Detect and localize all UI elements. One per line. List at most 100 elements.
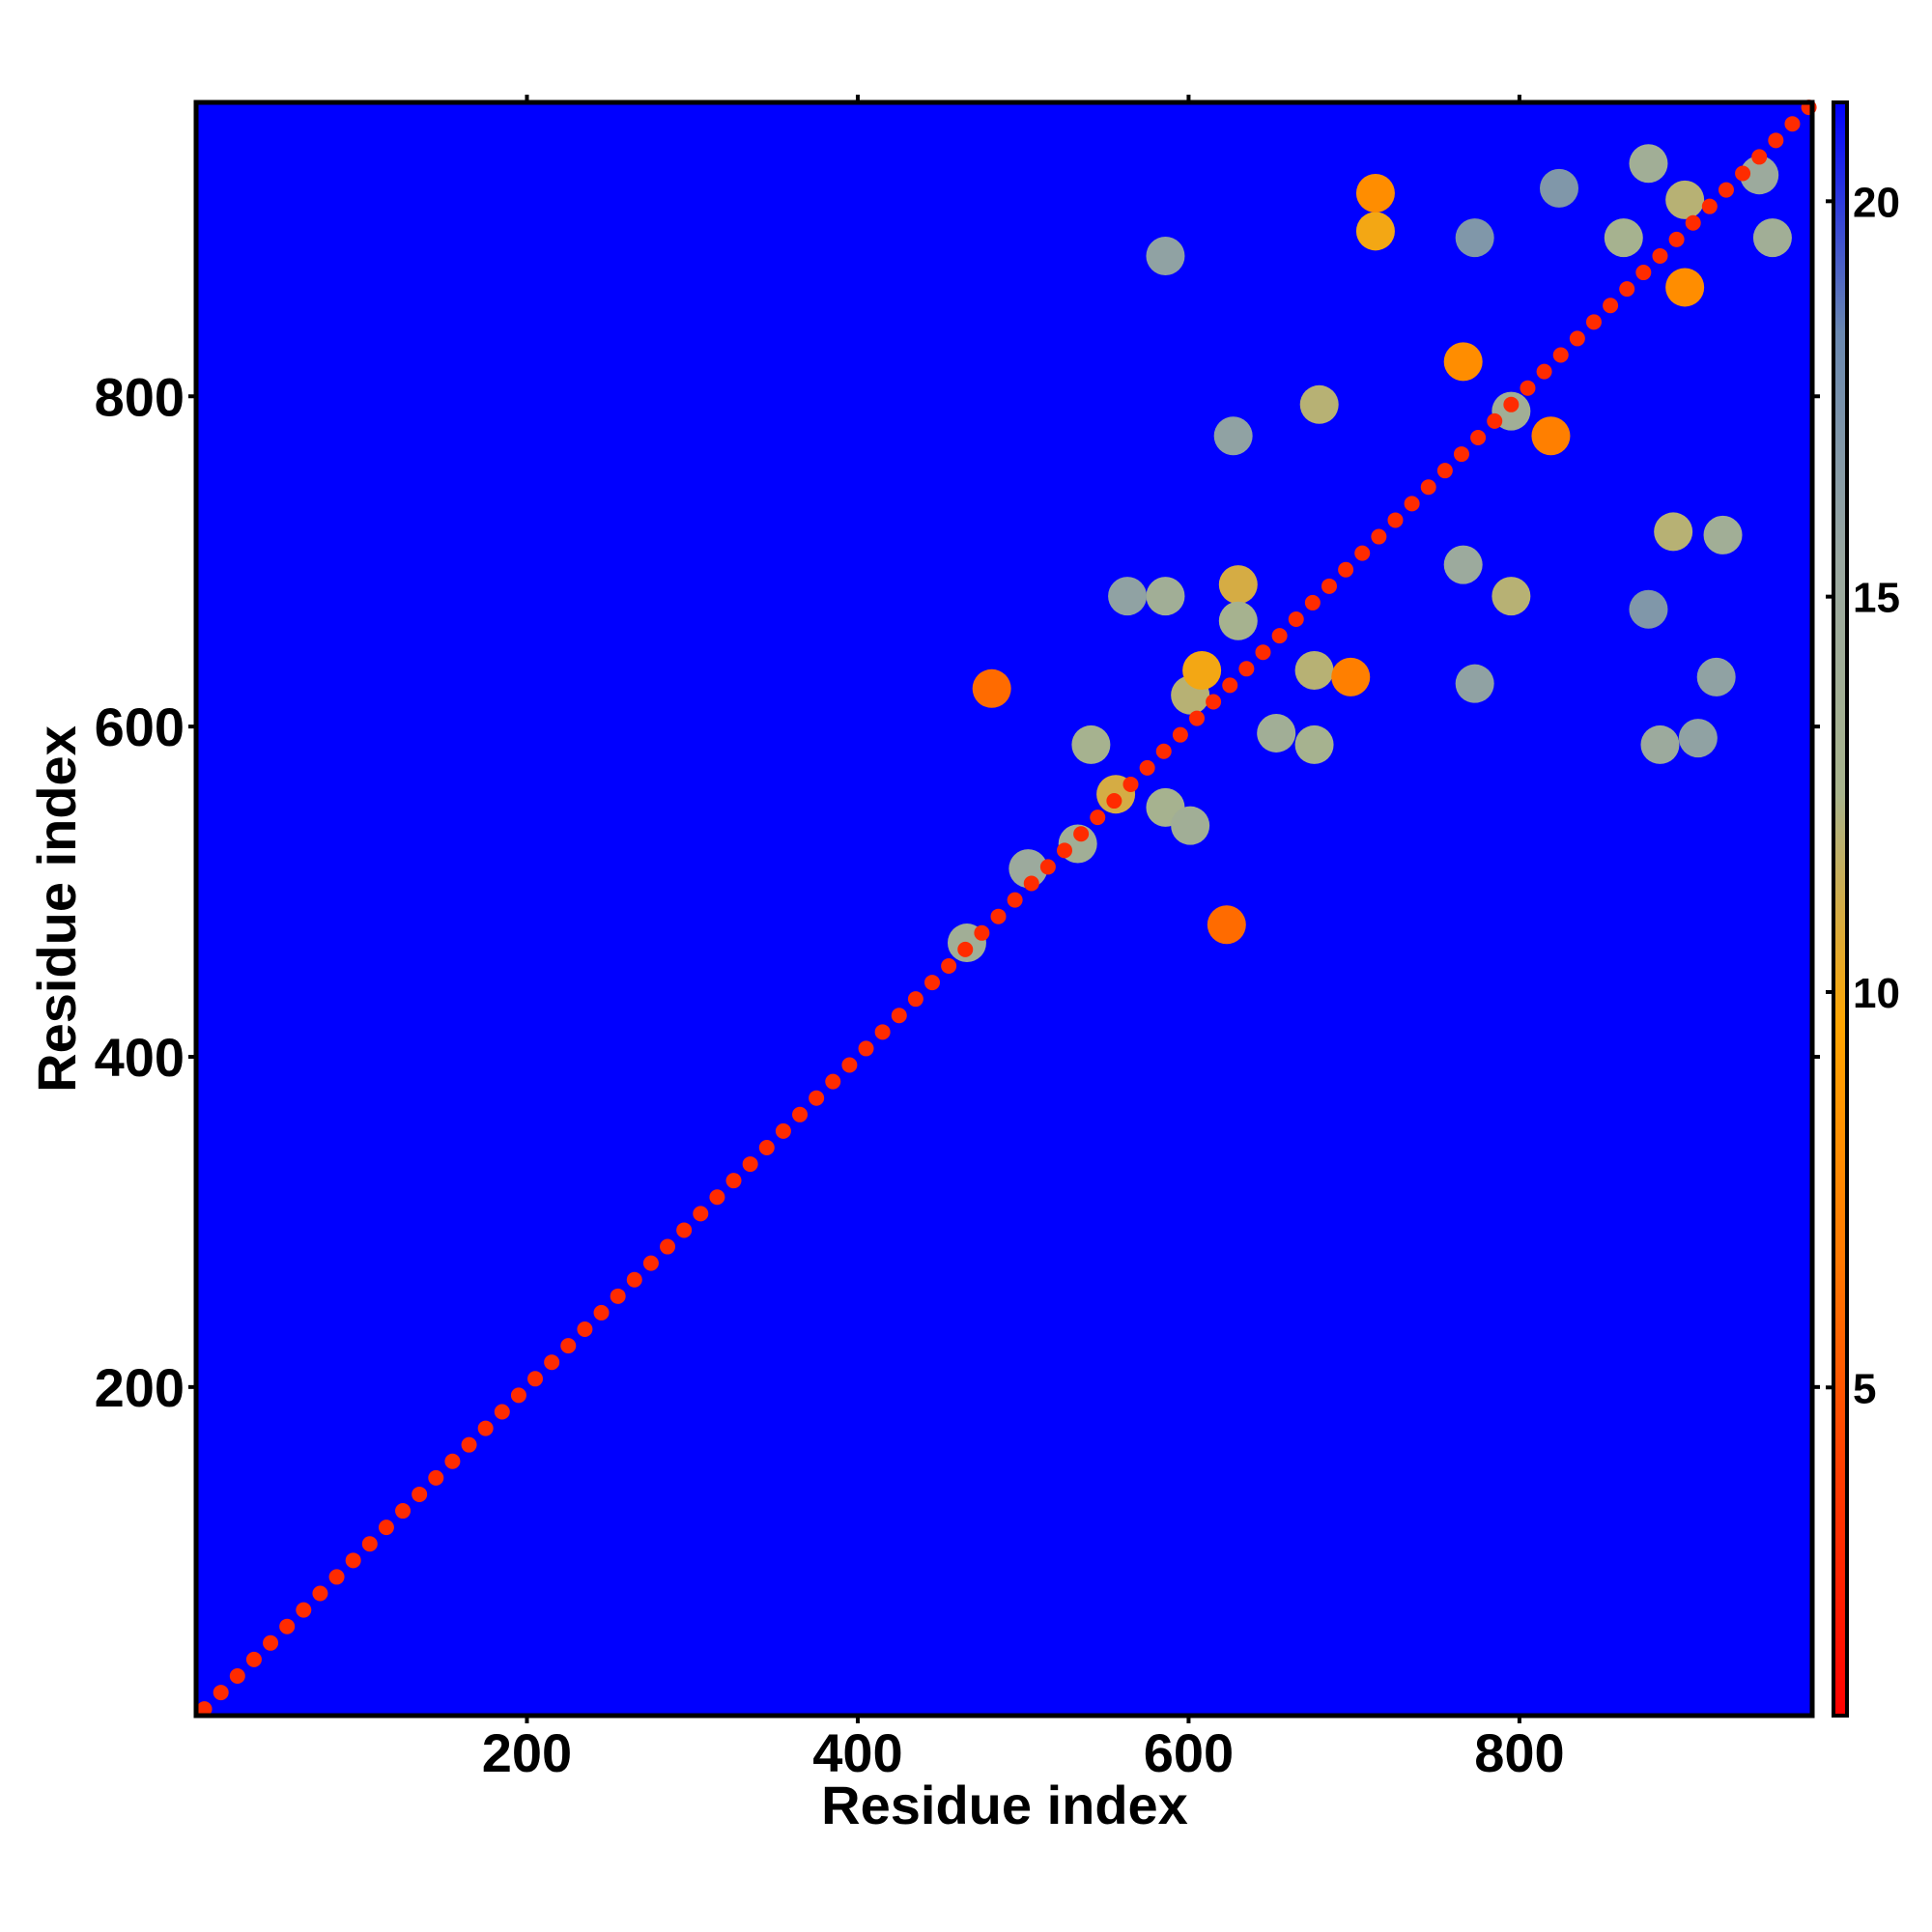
heatmap-cell [461, 1436, 477, 1453]
heatmap-cell [1784, 116, 1801, 132]
heatmap-cell [974, 924, 990, 941]
heatmap-cell [1271, 628, 1288, 644]
heatmap-cell [1222, 677, 1238, 694]
heatmap-cell [1701, 198, 1718, 214]
heatmap-cell [1155, 743, 1172, 759]
heatmap-cell [1668, 231, 1685, 247]
heatmap-cell [1294, 724, 1334, 764]
heatmap-cell [1304, 594, 1321, 611]
y-axis-title: Residue index [26, 725, 87, 1093]
heatmap-cell [345, 1552, 361, 1569]
heatmap-cell [1294, 651, 1334, 691]
heatmap-cell [1678, 719, 1718, 758]
y-tick-label: 200 [95, 1357, 185, 1418]
heatmap-cell [1487, 412, 1503, 429]
heatmap-cell [1355, 212, 1395, 251]
heatmap-cell [825, 1073, 841, 1090]
heatmap-cell [1685, 214, 1701, 231]
heatmap-cell [1207, 905, 1246, 945]
heatmap-cell [1355, 174, 1395, 213]
heatmap-cell [1213, 416, 1253, 456]
heatmap-cell [378, 1520, 394, 1536]
heatmap-cell [775, 1122, 791, 1139]
colorbar-tick-label: 20 [1853, 179, 1900, 226]
heatmap-cell [428, 1469, 444, 1486]
heatmap-cell [1436, 463, 1453, 479]
heatmap-cell [1057, 842, 1073, 859]
x-tick-label: 200 [482, 1722, 572, 1783]
heatmap-cell [1404, 496, 1420, 512]
heatmap-cell [1752, 218, 1792, 258]
heatmap-cell [1139, 759, 1155, 776]
heatmap-cell [510, 1387, 526, 1404]
heatmap-cell [858, 1040, 874, 1057]
heatmap-cell [1146, 577, 1185, 616]
heatmap-cell [444, 1453, 461, 1469]
heatmap-cell [1654, 512, 1693, 552]
heatmap-cell [1552, 347, 1569, 363]
heatmap-cell [792, 1106, 809, 1122]
heatmap-cell [1387, 512, 1404, 528]
y-tick-label: 400 [95, 1027, 185, 1088]
colorbar [1832, 100, 1849, 1718]
heatmap-cell [412, 1486, 428, 1502]
heatmap-cell [1569, 330, 1585, 347]
heatmap-cell [196, 1701, 213, 1718]
heatmap-cell [361, 1536, 378, 1552]
heatmap-cell [1171, 806, 1210, 845]
heatmap-cell [693, 1206, 709, 1222]
heatmap-cell [1585, 314, 1602, 330]
heatmap-cell [1299, 384, 1339, 424]
heatmap-cell [957, 941, 974, 957]
heatmap-cell [676, 1222, 693, 1238]
y-tick-label: 800 [95, 366, 185, 427]
colorbar-tick-label: 10 [1853, 970, 1900, 1017]
heatmap-cell [1751, 149, 1768, 165]
heatmap-cell [296, 1602, 312, 1618]
heatmap-cell [1108, 577, 1148, 616]
heatmap-cell [1540, 168, 1579, 208]
heatmap-cell [1492, 577, 1531, 616]
heatmap-cell [1629, 144, 1668, 184]
heatmap-cell [1188, 710, 1205, 726]
heatmap-cell [1735, 165, 1751, 182]
colorbar-tick-label: 5 [1853, 1365, 1876, 1412]
heatmap-cell [642, 1255, 659, 1271]
heatmap-cell [1331, 657, 1371, 696]
heatmap-cell [1255, 644, 1271, 661]
heatmap-cell [742, 1156, 758, 1173]
heatmap-cell [972, 668, 1011, 708]
heatmap-cell [1071, 724, 1111, 764]
heatmap-cell [1635, 265, 1652, 281]
heatmap-cell [279, 1618, 296, 1634]
heatmap-cell [1122, 776, 1139, 792]
heatmap-cell [1455, 664, 1494, 703]
heatmap-cell [907, 991, 923, 1008]
heatmap-cell [924, 975, 941, 991]
heatmap-cell [1470, 429, 1487, 445]
heatmap-cell [560, 1338, 577, 1354]
heatmap-cell [1354, 545, 1371, 561]
heatmap-cell [1218, 601, 1258, 640]
heatmap-cell [1420, 479, 1436, 496]
heatmap-cell [1321, 578, 1337, 594]
heatmap-cell [1665, 180, 1705, 219]
x-axis-title: Residue index [821, 1775, 1188, 1835]
heatmap-cell [1443, 545, 1483, 584]
heatmap-cell [1371, 528, 1387, 545]
heatmap-cell [1604, 218, 1643, 258]
heatmap-cell [577, 1321, 593, 1338]
heatmap-cell [1629, 589, 1668, 629]
heatmap-cell [527, 1371, 544, 1387]
heatmap-cell [1536, 363, 1552, 380]
x-tick-label: 400 [812, 1722, 902, 1783]
heatmap-cell [213, 1685, 229, 1701]
heatmap-cell [874, 1024, 891, 1040]
heatmap-cell [1640, 724, 1680, 764]
y-tick-label: 600 [95, 696, 185, 757]
heatmap-cell [1503, 396, 1520, 412]
heatmap-cell [1443, 342, 1483, 382]
x-tick-label: 600 [1144, 1722, 1234, 1783]
heatmap-cell [1740, 156, 1779, 195]
